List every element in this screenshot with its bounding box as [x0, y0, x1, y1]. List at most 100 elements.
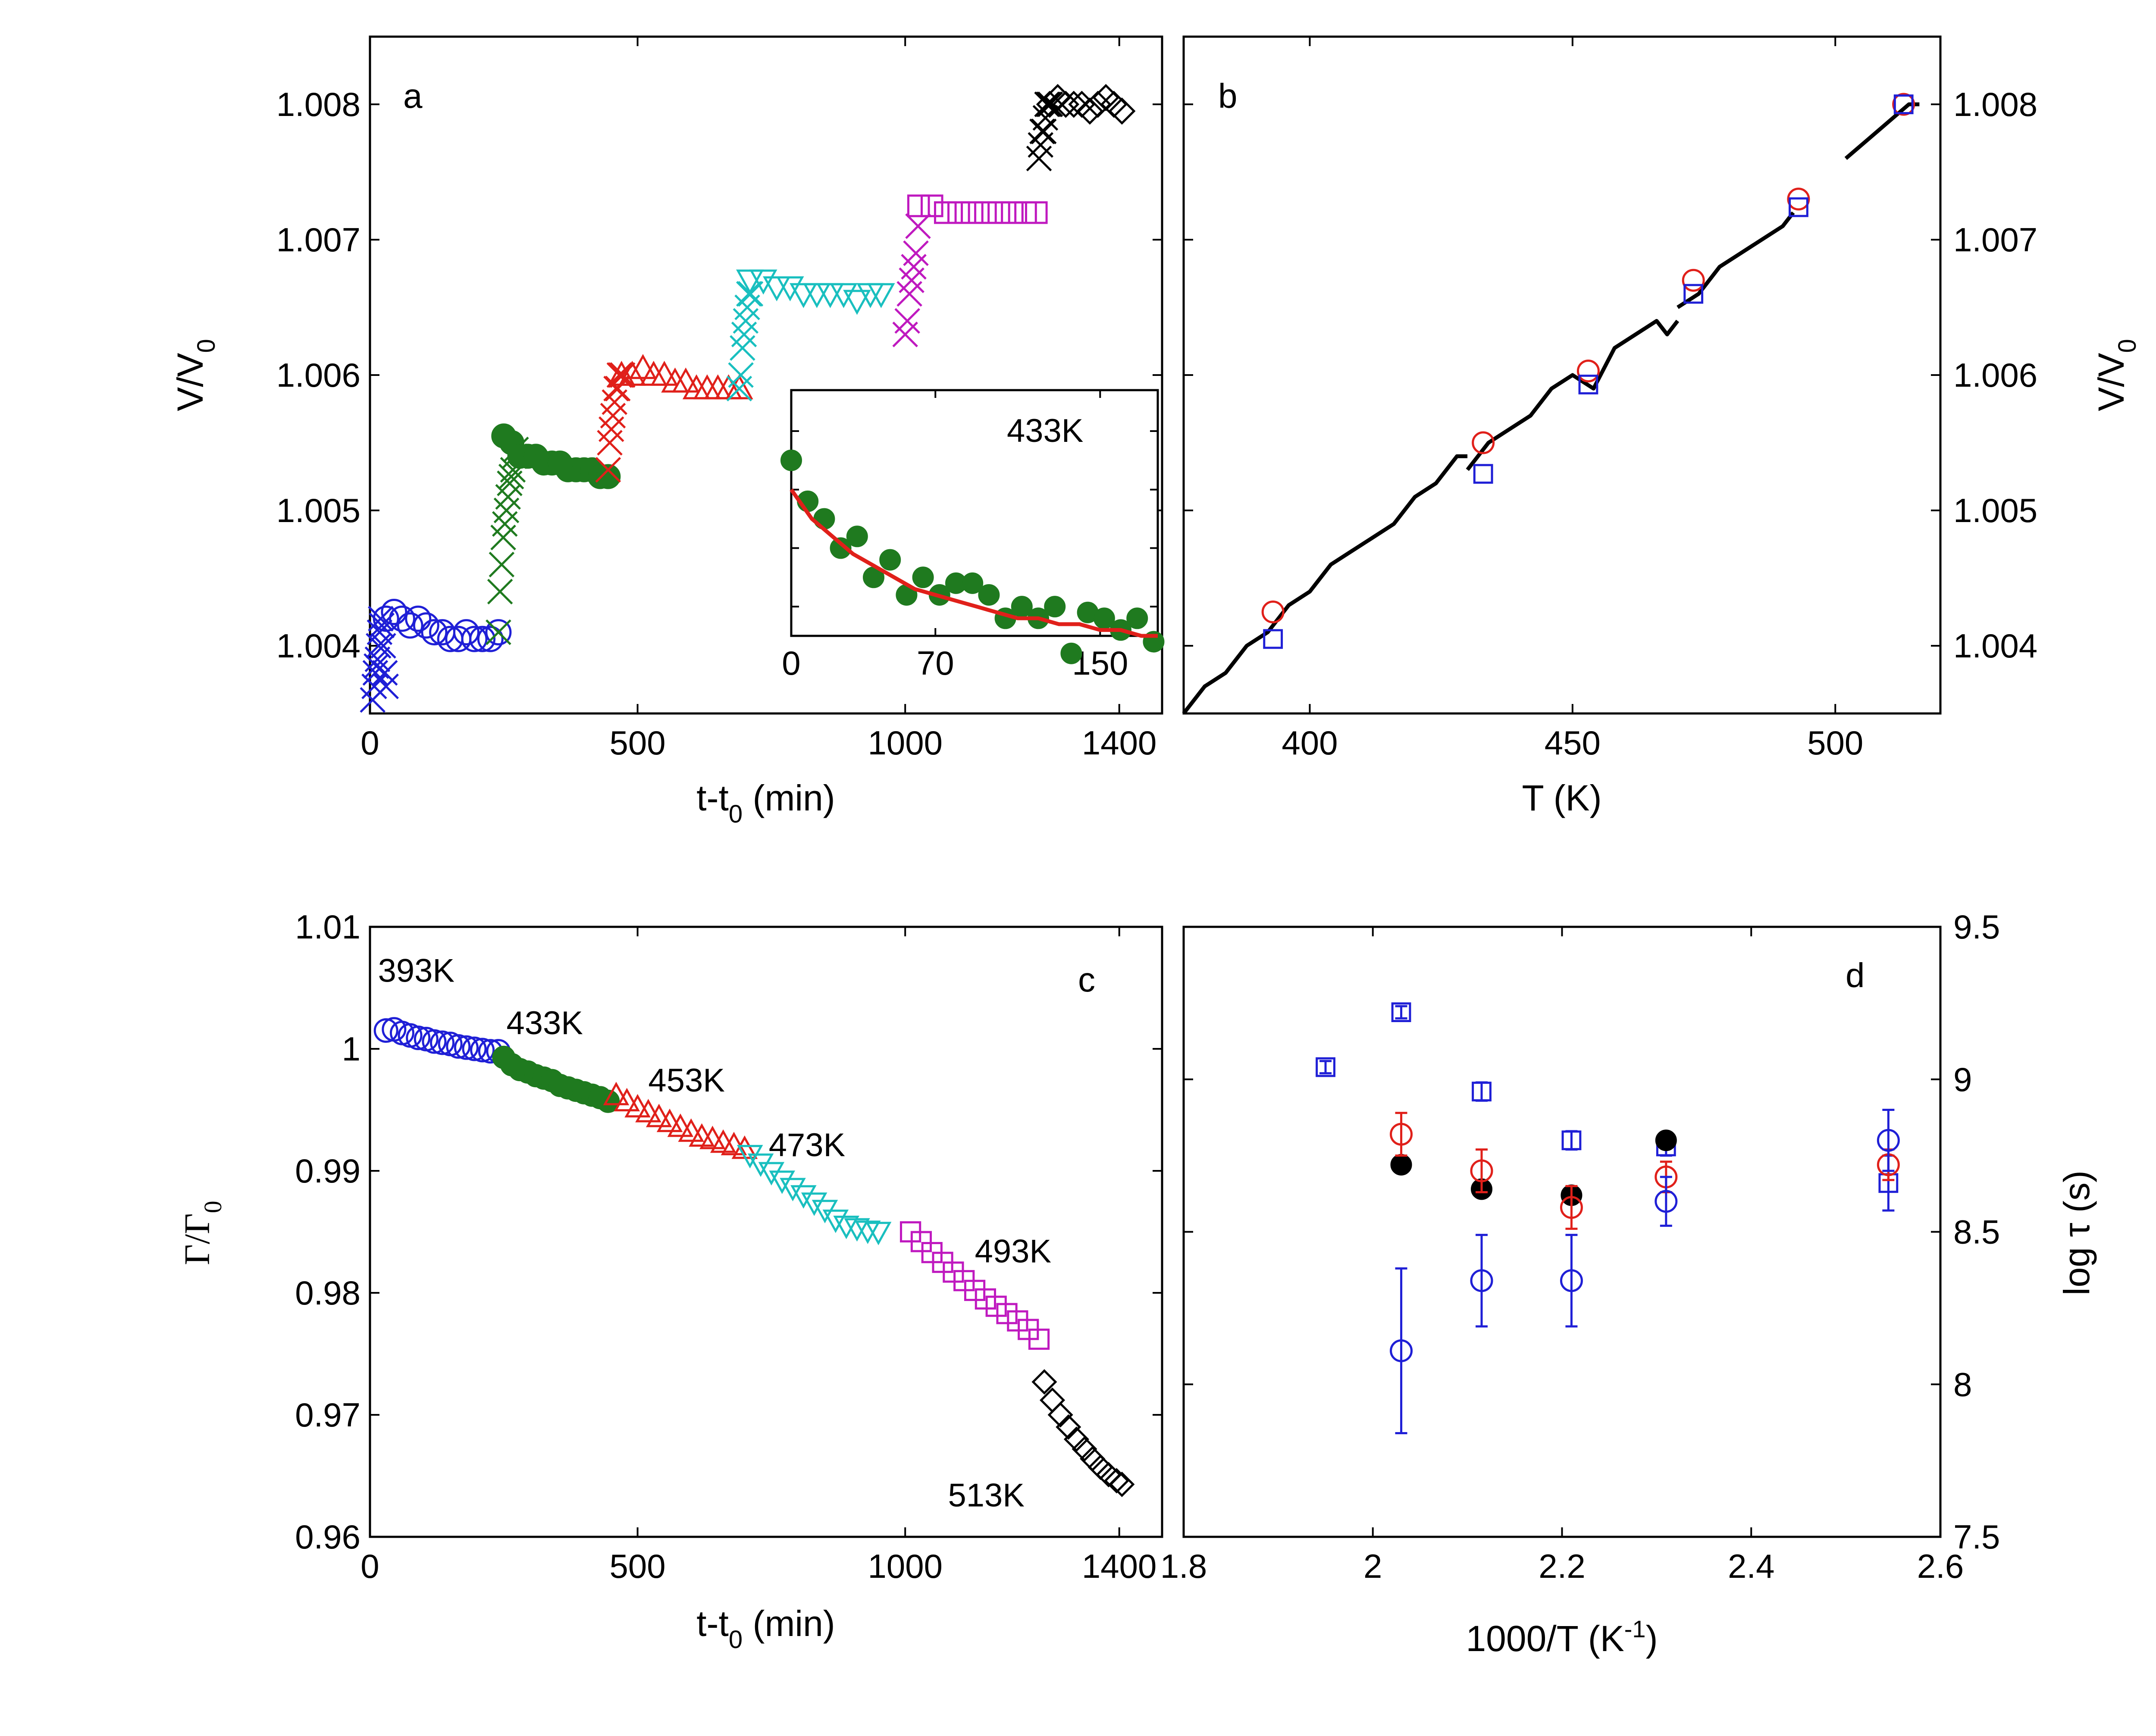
- data-point: [406, 1026, 431, 1051]
- y-tick-label: 9.5: [1953, 908, 2000, 946]
- data-point: [865, 1222, 892, 1245]
- series-473k-ramp: [726, 281, 764, 402]
- data-point: [1683, 284, 1704, 304]
- data-point: [413, 612, 439, 639]
- inset-annotation: 433K: [1007, 413, 1084, 449]
- data-point: [373, 673, 399, 699]
- data-point: [833, 1216, 859, 1239]
- data-point: [1473, 464, 1493, 484]
- y-axis-label-main: V/V: [2091, 353, 2131, 411]
- data-point: [699, 1126, 726, 1149]
- y-tick-label: 7.5: [1953, 1518, 2000, 1556]
- data-point: [1036, 91, 1062, 117]
- data-point: [1037, 91, 1063, 117]
- data-point: [646, 1104, 672, 1127]
- y-axis-label: V/V0: [170, 339, 220, 411]
- volume-line: [1182, 454, 1468, 715]
- data-point: [453, 619, 479, 646]
- data-point: [470, 1038, 495, 1063]
- y-axis-label: log τ (s): [2056, 1170, 2097, 1295]
- data-point: [907, 194, 930, 217]
- panel-a: 0 500 1000 1400 1.004 1.005 1.006 1.007 1.008 a t-…: [170, 35, 1165, 828]
- data-point-stroke: [736, 281, 762, 307]
- data-point: [1560, 1269, 1583, 1292]
- x-tick-label: 400: [1282, 724, 1338, 762]
- series-473k: [736, 269, 895, 315]
- volume-line: [1844, 102, 1920, 160]
- data-point: [618, 360, 646, 386]
- data-point-stroke: [1037, 91, 1063, 117]
- x-tick-label: 2.2: [1539, 1547, 1585, 1585]
- data-point: [1108, 97, 1136, 125]
- series-453k: [608, 354, 753, 400]
- inset-fit-line: [790, 488, 1158, 638]
- y-tick-label: 1.01: [295, 908, 360, 946]
- data-point: [1076, 97, 1103, 125]
- data-point: [1031, 1369, 1057, 1395]
- x-axis-label-unit: (min): [743, 1603, 835, 1644]
- data-point: [903, 240, 929, 266]
- data-point-stroke: [372, 660, 398, 686]
- data-point: [667, 1113, 694, 1137]
- data-point: [624, 1094, 651, 1118]
- data-point-stroke: [487, 579, 513, 605]
- y-tick-label: 1.007: [1953, 221, 2037, 259]
- data-point: [629, 354, 657, 379]
- data-point: [485, 619, 512, 646]
- y-axis-label-sub: 0: [2113, 339, 2141, 353]
- inset-data-point: [1044, 596, 1066, 618]
- y-axis-label: Γ/Γ0: [177, 1201, 227, 1265]
- data-point: [1103, 1468, 1130, 1494]
- x-tick-label: 1000: [868, 1547, 943, 1585]
- series-393k: [373, 1017, 511, 1064]
- x-tick-label: 2.6: [1917, 1547, 1964, 1585]
- x-axis-label-sub: 0: [729, 1626, 743, 1654]
- data-point: [489, 551, 515, 578]
- data-point: [763, 276, 791, 302]
- data-point: [1472, 1082, 1492, 1101]
- data-point: [389, 605, 415, 632]
- data-point: [975, 1288, 996, 1310]
- x-tick-label: 500: [610, 1547, 666, 1585]
- y-tick-label: 9: [1953, 1060, 1972, 1098]
- inset-data-point: [912, 566, 934, 588]
- data-point: [725, 374, 753, 400]
- data-point: [678, 1118, 704, 1142]
- y-tick-label: 1.007: [276, 221, 360, 259]
- data-point: [373, 1018, 398, 1043]
- data-point: [595, 464, 621, 489]
- data-point: [934, 201, 957, 224]
- x-tick-label: 2: [1363, 1547, 1382, 1585]
- temperature-annotation: 513K: [948, 1477, 1025, 1514]
- data-point: [650, 360, 678, 386]
- data-point: [801, 1192, 827, 1216]
- data-point: [1001, 201, 1024, 224]
- data-point-stroke: [373, 673, 399, 699]
- x-tick-label: 2.4: [1728, 1547, 1774, 1585]
- inset-data-point: [780, 449, 802, 471]
- volume-line: [1677, 211, 1795, 309]
- data-point: [1789, 197, 1808, 217]
- data-point: [596, 1089, 620, 1113]
- series-blue-circles: [1390, 1109, 1900, 1434]
- data-point: [1561, 1130, 1582, 1151]
- data-point: [1578, 375, 1598, 394]
- data-point: [487, 579, 513, 605]
- data-point: [1261, 601, 1285, 623]
- data-point: [867, 283, 895, 308]
- series-433k: [491, 423, 621, 489]
- y-tick-label: 1.005: [276, 491, 360, 529]
- data-point: [405, 605, 432, 632]
- series-393k: [373, 599, 512, 652]
- data-point: [1390, 1154, 1412, 1176]
- x-tick-label: 450: [1545, 724, 1601, 762]
- data-point: [961, 201, 984, 224]
- temperature-annotation: 433K: [507, 1005, 583, 1042]
- inset-data-point: [846, 525, 868, 547]
- inset-frame: [790, 389, 1159, 637]
- data-point-stroke: [905, 213, 931, 239]
- inset-data-point: [879, 549, 901, 571]
- data-point: [430, 1030, 455, 1055]
- data-point: [1072, 1436, 1097, 1462]
